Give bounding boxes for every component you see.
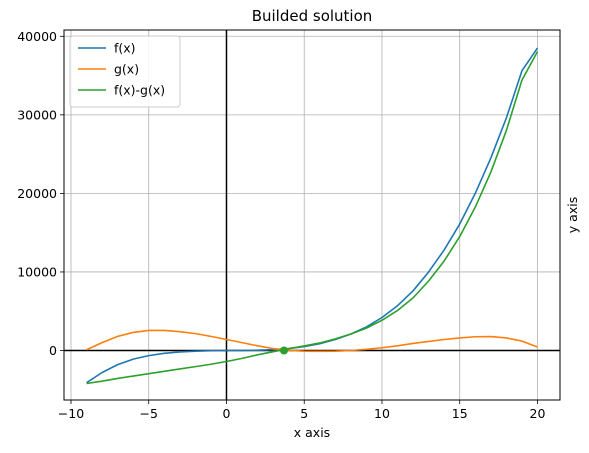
legend: f(x) g(x) f(x)-g(x): [69, 35, 181, 108]
ticks: −10 −5 0 5 10 15 20 0 10000 20000 30000 40000: [17, 29, 545, 421]
legend-label-2: g(x): [114, 62, 139, 77]
x-tick-label: 15: [452, 406, 468, 421]
chart-title: Builded solution: [252, 7, 373, 25]
series-line-2: [86, 329, 538, 353]
y-tick-label: 30000: [17, 107, 57, 122]
markers: [280, 346, 289, 355]
x-tick-label: 20: [530, 406, 546, 421]
y-tick-label: 10000: [17, 264, 57, 279]
x-axis-label: x axis: [294, 425, 330, 440]
y-tick-label: 20000: [17, 186, 57, 201]
legend-label-1: f(x): [114, 41, 136, 56]
x-tick-label: 0: [223, 406, 231, 421]
y-tick-label: 40000: [17, 29, 57, 44]
legend-label-3: f(x)-g(x): [114, 83, 165, 98]
y-tick-label: 0: [49, 343, 57, 358]
x-tick-label: −10: [58, 406, 84, 421]
root-marker: [280, 346, 289, 355]
series-line-3: [86, 51, 539, 385]
x-tick-label: 10: [374, 406, 390, 421]
x-tick-label: 5: [300, 406, 308, 421]
x-tick-label: −5: [140, 406, 158, 421]
series-lines: [86, 47, 539, 385]
plot-frame: [63, 29, 561, 401]
y-axis-label: y axis: [565, 197, 580, 233]
